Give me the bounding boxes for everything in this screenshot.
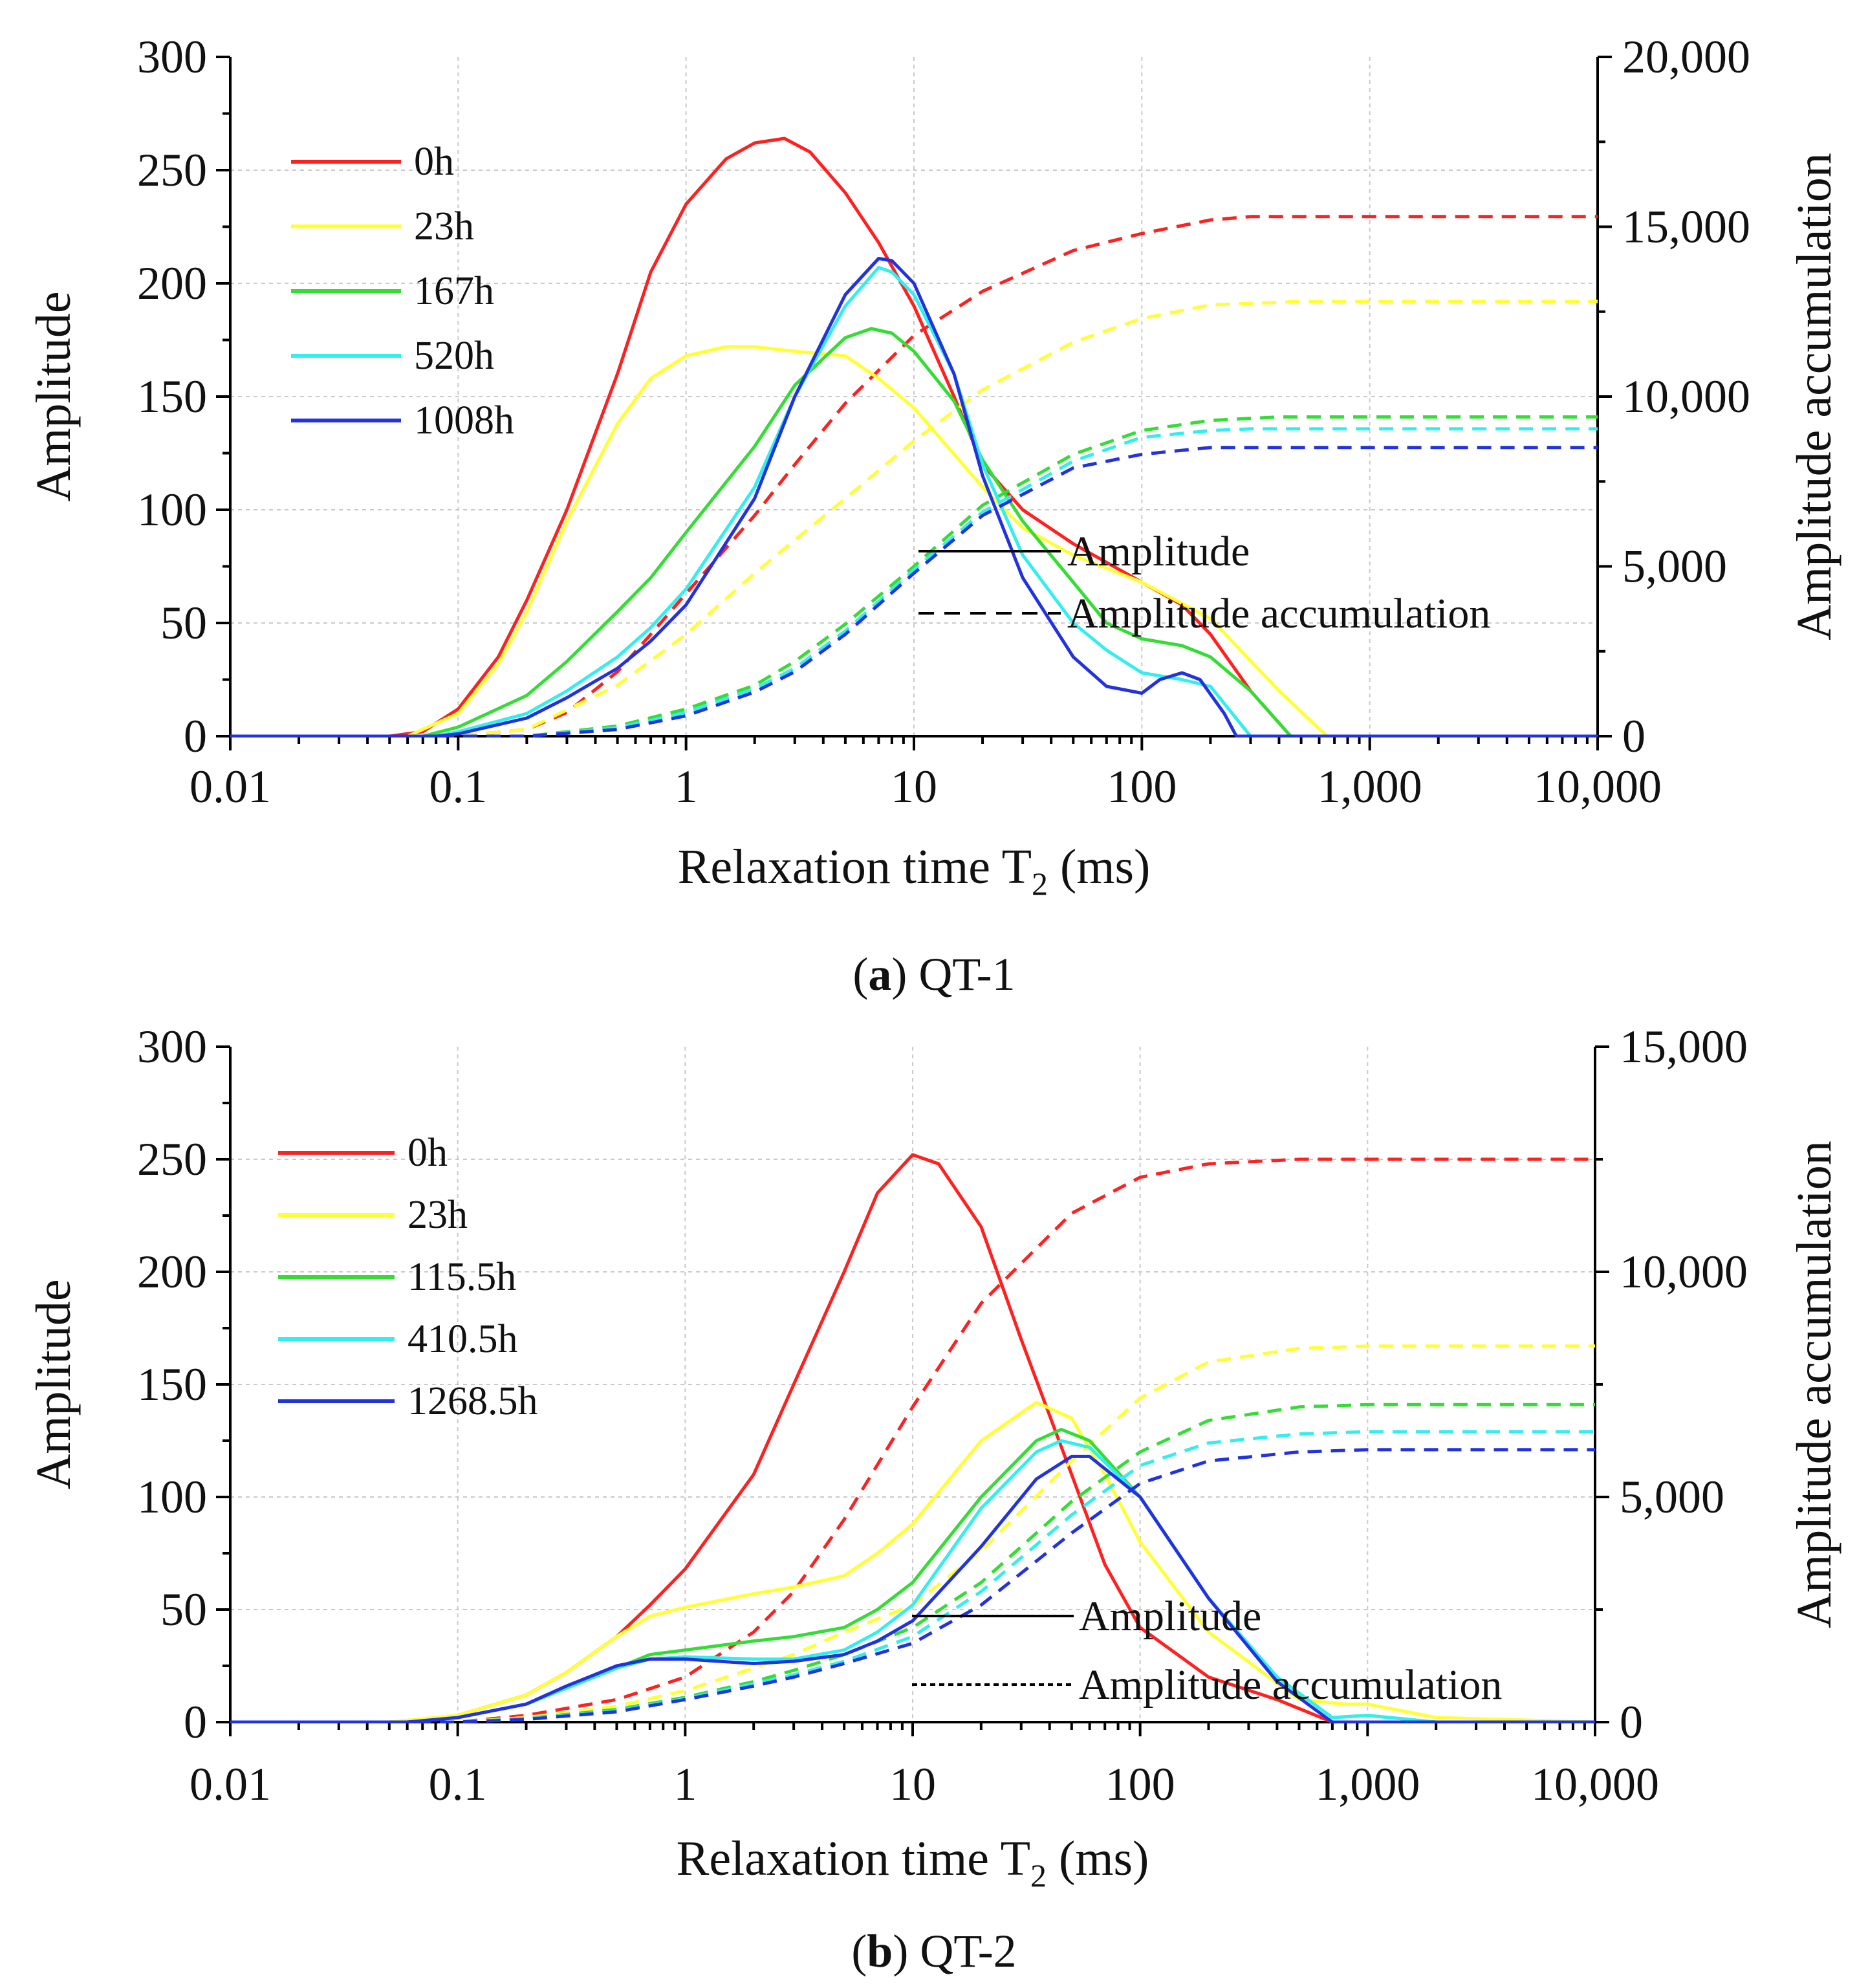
caption-a-label: a [868, 948, 891, 1000]
chart-a-accumulation-line-23h [230, 300, 1598, 737]
chart-b-y-right-title: Amplitude accumulation [1787, 1141, 1841, 1628]
chart-b-legend-label: 23h [407, 1193, 468, 1237]
chart-a-accumulation-line-520h [230, 427, 1598, 737]
chart-b-x-tick-label: 100 [1105, 1758, 1175, 1810]
chart-a-y-left-tick-label: 100 [137, 484, 207, 536]
chart-b-y-left-title: Amplitude [27, 1279, 81, 1489]
chart-b-y-right-tick-label: 15,000 [1620, 1021, 1748, 1073]
chart-a-legend-label: 520h [414, 334, 494, 378]
chart-b-style-solid-label: Amplitude [1079, 1593, 1261, 1640]
chart-b-y-right-tick-label: 5,000 [1620, 1471, 1724, 1523]
chart-a-style-legend: Amplitude Amplitude accumulation [918, 528, 1490, 637]
chart-b-x-tick-label: 0.01 [190, 1758, 271, 1810]
chart-a-y-left-title: Amplitude [27, 291, 81, 501]
chart-a-y-right-tick-label: 20,000 [1622, 31, 1750, 83]
chart-b-x-tick-label: 1 [673, 1758, 697, 1810]
chart-a-legend-label: 23h [414, 204, 474, 248]
chart-a-accumulation-line-0h [230, 215, 1598, 737]
chart-b-grid [230, 1047, 1595, 1722]
chart-b-style-legend: Amplitude Amplitude accumulation [912, 1593, 1502, 1709]
chart-b-accumulation-line-410-5h [230, 1430, 1595, 1723]
chart-b-x-tick-label: 10 [889, 1758, 936, 1810]
chart-a-series-group [230, 137, 1598, 737]
chart-a-y-left-tick-label: 300 [137, 31, 207, 83]
chart-a-amplitude-line-167h [230, 327, 1598, 737]
chart-a-y-right-tick-label: 10,000 [1622, 371, 1750, 422]
chart-panel-a: 0.01 0.1 1 10 100 1,000 10,0000501001502002503… [27, 31, 1841, 902]
chart-b-x-tick-label: 10,000 [1531, 1758, 1659, 1810]
chart-a-x-tick-label: 100 [1107, 761, 1177, 813]
chart-b-legend-label: 115.5h [407, 1255, 516, 1299]
chart-b-legend-label: 0h [407, 1131, 448, 1175]
chart-a-legend: 0h 23h 167h 520h 1008h [291, 140, 514, 442]
chart-a-y-left-tick-label: 250 [137, 144, 207, 196]
chart-b-legend-label: 1268.5h [407, 1379, 538, 1423]
chart-b-y-left-tick-label: 150 [137, 1359, 207, 1410]
chart-b-y-left-tick-label: 250 [137, 1133, 207, 1185]
chart-b-series-group [230, 1153, 1595, 1723]
chart-b-amplitude-line-1268-5h [230, 1454, 1595, 1723]
chart-a-accumulation-line-167h [230, 415, 1598, 737]
chart-a-y-left-tick-label: 0 [184, 710, 207, 762]
chart-a-legend-label: 1008h [414, 399, 514, 442]
chart-a-legend-label: 0h [414, 140, 454, 184]
caption-a: (a) QT-1 [853, 948, 1015, 1000]
chart-b-amplitude-line-410-5h [230, 1439, 1595, 1723]
chart-a-style-solid-label: Amplitude [1067, 528, 1250, 575]
chart-b-accumulation-line-23h [230, 1344, 1595, 1723]
chart-a-y-left-tick-label: 150 [137, 371, 207, 422]
chart-b-x-tick-label: 1,000 [1315, 1758, 1420, 1810]
chart-a-legend-label: 167h [414, 269, 494, 313]
chart-b-y-left-tick-label: 0 [184, 1696, 207, 1748]
chart-b-x-tick-label: 0.1 [429, 1758, 487, 1810]
chart-b-legend: 0h 23h 115.5h 410.5h 1268.5h [278, 1131, 538, 1423]
chart-a-y-right-tick-label: 15,000 [1622, 201, 1750, 253]
caption-a-name: QT-1 [918, 948, 1015, 1000]
chart-panel-b: 0.01 0.1 1 10 100 1,000 10,000 0 50 100 150 200 250 3… [27, 1021, 1841, 1894]
chart-b-accumulation-line-0h [230, 1157, 1595, 1723]
chart-a-amplitude-line-1008h [230, 257, 1598, 737]
chart-a-x-tick-label: 10,000 [1534, 761, 1662, 813]
chart-a-x-tick-label: 1 [675, 761, 698, 813]
chart-a-amplitude-line-520h [230, 266, 1598, 737]
chart-a-x-tick-label: 10 [891, 761, 937, 813]
chart-a-y-left-tick-label: 50 [160, 597, 207, 649]
chart-b-style-dashed-label: Amplitude accumulation [1079, 1661, 1502, 1709]
chart-a-y-right-title: Amplitude accumulation [1787, 153, 1841, 640]
chart-a-amplitude-line-23h [230, 345, 1598, 737]
caption-b: (b) QT-2 [851, 1925, 1016, 1977]
chart-a-y-right-tick-label: 0 [1622, 710, 1645, 762]
chart-a-x-tick-label: 1,000 [1318, 761, 1422, 813]
chart-a-y-left-tick-label: 200 [137, 257, 207, 309]
chart-b-y-left-tick-label: 100 [137, 1471, 207, 1523]
caption-b-label: b [867, 1925, 893, 1977]
caption-b-name: QT-2 [920, 1925, 1016, 1977]
chart-b-y-right-tick-label: 10,000 [1620, 1246, 1748, 1298]
chart-b-y-right-tick-label: 0 [1620, 1696, 1643, 1748]
chart-b-y-left-tick-label: 50 [160, 1584, 207, 1635]
chart-a-style-dashed-label: Amplitude accumulation [1067, 590, 1490, 637]
chart-a-accumulation-line-1008h [230, 446, 1598, 737]
chart-a-x-title: Relaxation time T2 (ms) [678, 840, 1151, 902]
chart-b-accumulation-line-1268-5h [230, 1448, 1595, 1723]
chart-b-legend-label: 410.5h [407, 1317, 518, 1361]
chart-a-y-right-tick-label: 5,000 [1622, 541, 1727, 593]
chart-a-x-tick-label: 0.1 [429, 761, 487, 813]
chart-a-x-tick-label: 0.01 [190, 761, 271, 813]
chart-b-x-title: Relaxation time T2 (ms) [677, 1831, 1149, 1894]
chart-b-y-left-tick-label: 200 [137, 1246, 207, 1298]
chart-b-y-left-tick-label: 300 [137, 1021, 207, 1073]
